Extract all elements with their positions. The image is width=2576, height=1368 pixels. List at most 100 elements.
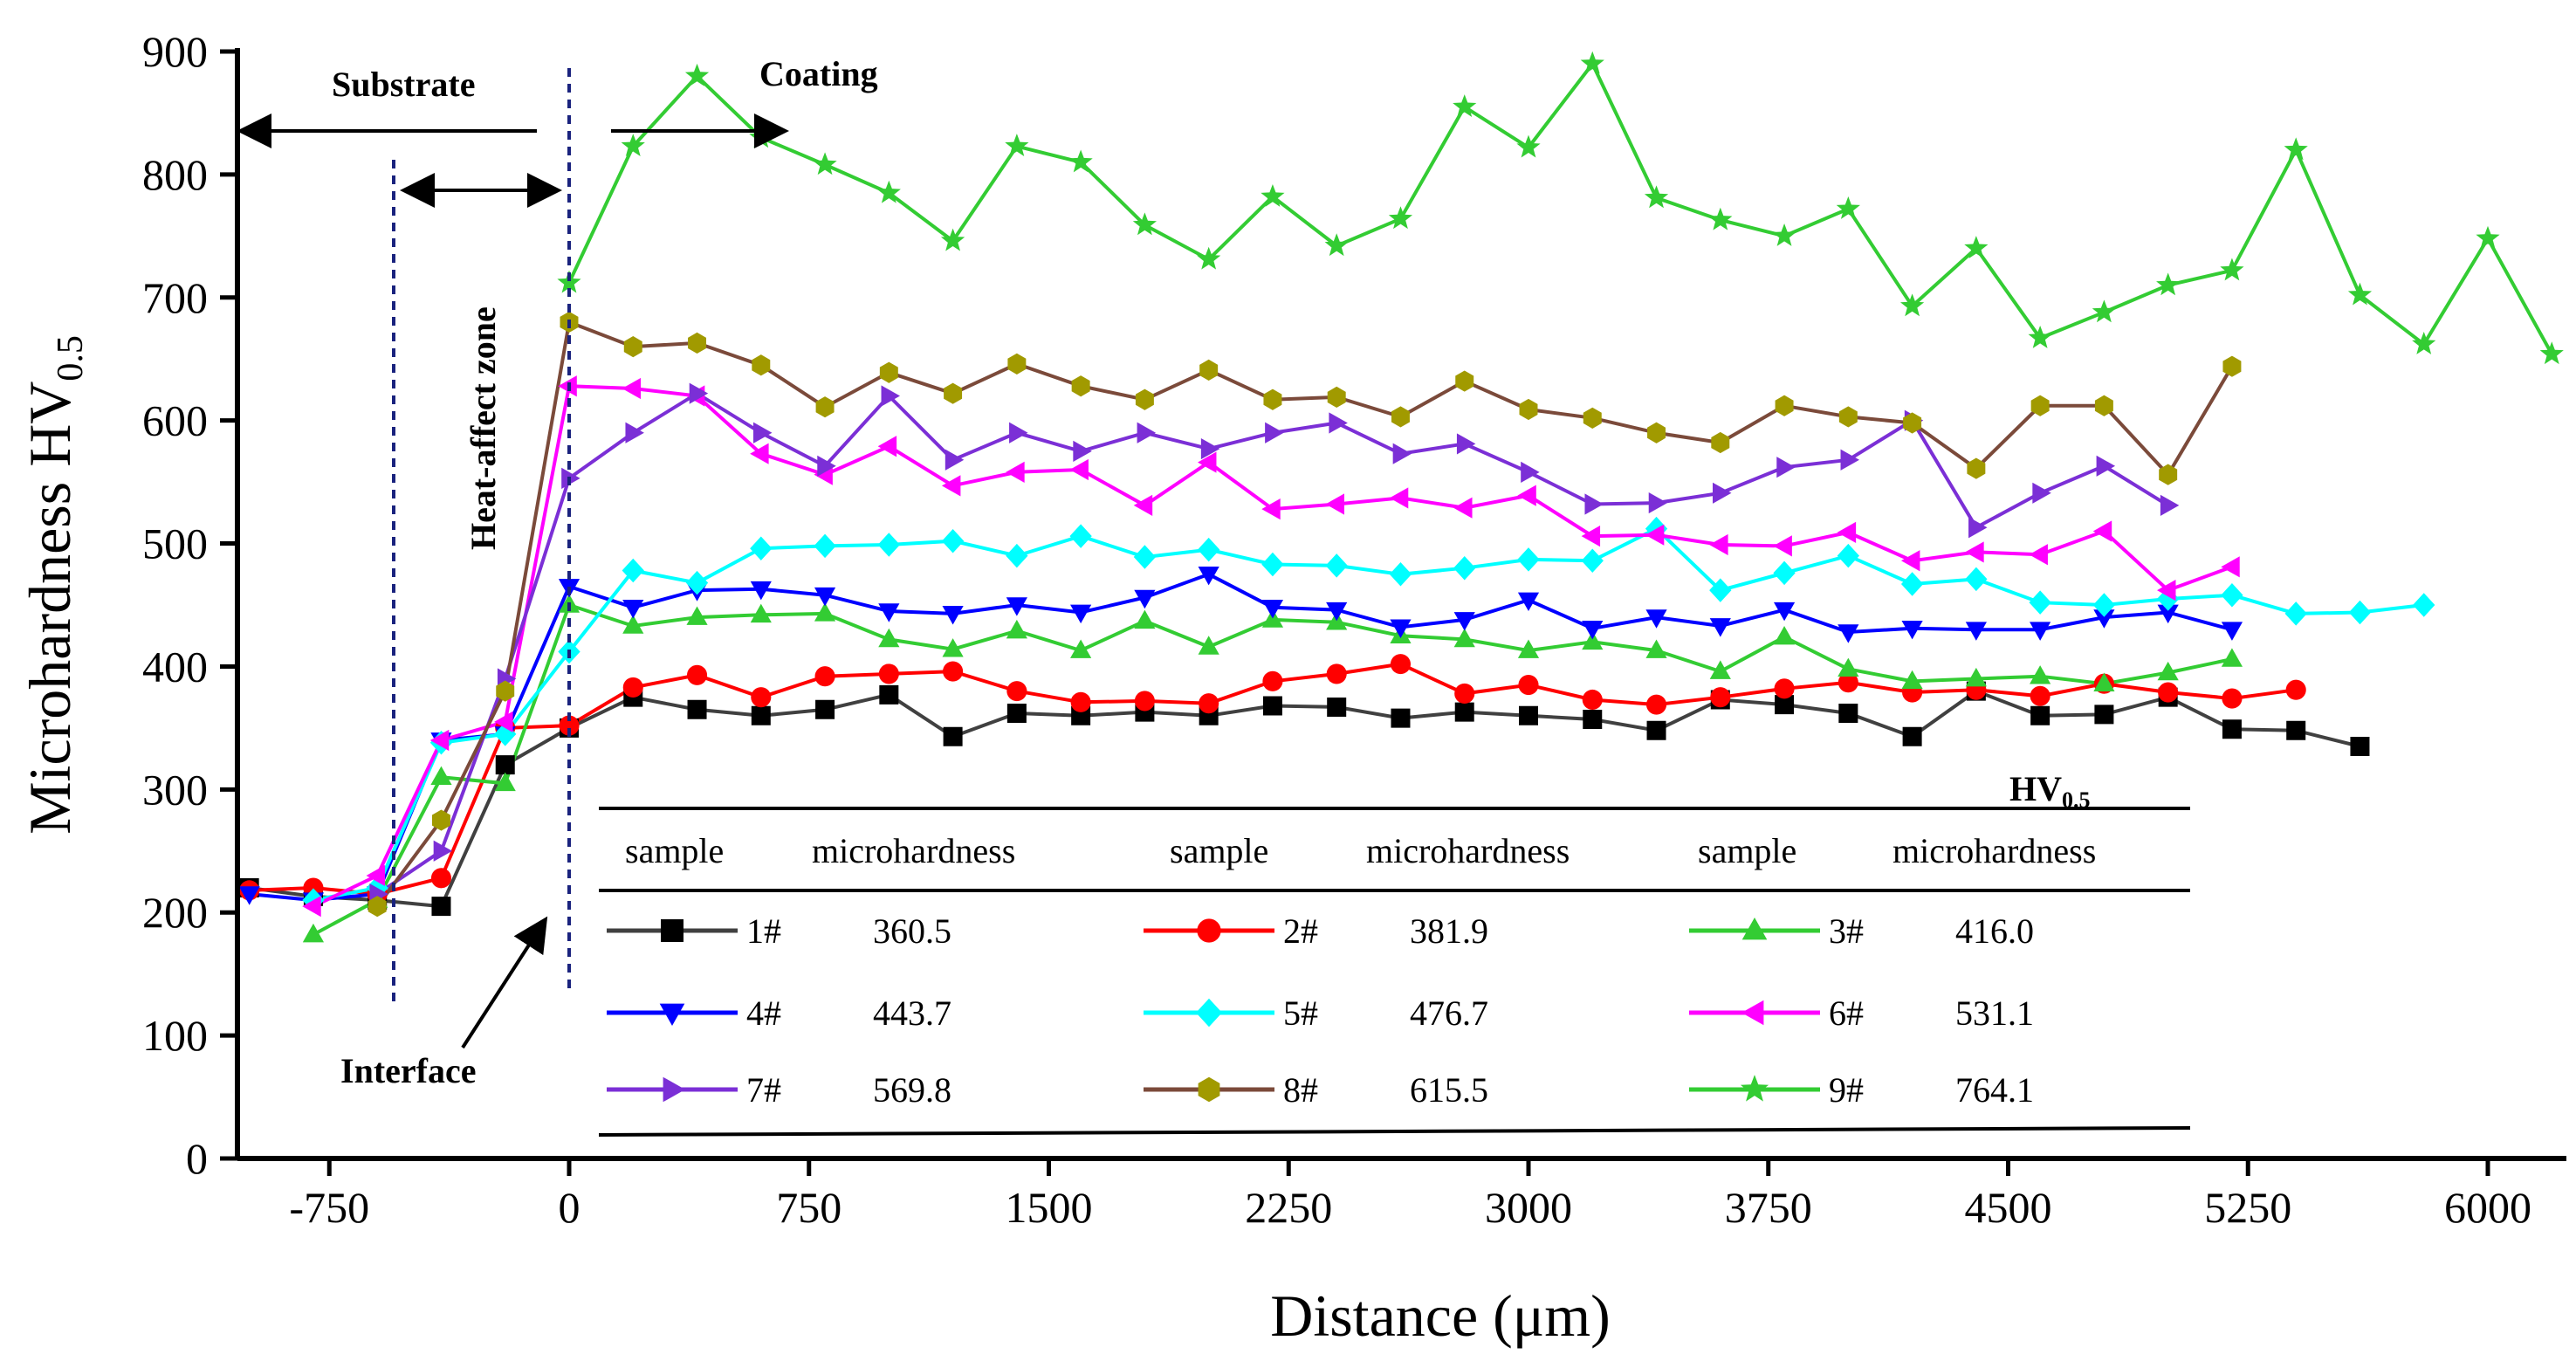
- coating-label: Coating: [759, 54, 878, 93]
- data-point-s2-9: [751, 687, 772, 708]
- data-point-s7-8: [817, 455, 836, 477]
- data-point-s5-6: [622, 558, 644, 583]
- data-point-s3-21: [1582, 630, 1604, 650]
- data-point-s7-16: [1329, 412, 1348, 434]
- data-point-s5-18: [1389, 562, 1412, 587]
- data-point-s3-8: [750, 603, 772, 623]
- data-point-s4-14: [1070, 604, 1092, 624]
- data-point-s2-11: [878, 663, 899, 684]
- data-point-s6-31: [2221, 556, 2240, 578]
- y-tick-label: 700: [142, 273, 208, 322]
- legend-sample-6: 6#: [1829, 993, 1864, 1033]
- data-point-s5-32: [2284, 602, 2307, 626]
- data-point-s2-33: [2285, 679, 2306, 700]
- data-point-s6-20: [1517, 485, 1536, 506]
- data-point-s9-27: [2220, 258, 2244, 281]
- data-point-s8-19: [1519, 398, 1538, 421]
- data-point-s1-5: [495, 755, 515, 775]
- legend-value-1: 360.5: [873, 911, 951, 951]
- data-point-s3-31: [2221, 648, 2243, 667]
- data-point-s8-12: [1071, 375, 1090, 397]
- data-point-s3-22: [1645, 639, 1667, 658]
- data-point-s9-13: [1324, 233, 1349, 257]
- y-axis-title-main: Microhardness HV: [17, 382, 83, 835]
- data-point-s5-16: [1261, 552, 1284, 577]
- data-point-s1-34: [2350, 737, 2370, 757]
- data-point-s8-17: [1391, 406, 1410, 428]
- y-tick-label: 200: [142, 888, 208, 937]
- data-point-s8-28: [2094, 395, 2113, 416]
- data-point-s6-30: [2157, 579, 2176, 602]
- data-point-s6-25: [1837, 521, 1857, 543]
- data-point-s8-6: [688, 332, 707, 354]
- legend-sample-5: 5#: [1283, 993, 1318, 1033]
- series-line-1: [249, 689, 2360, 909]
- legend-value-6: 531.1: [1955, 993, 2034, 1033]
- legend-value-5: 476.7: [1410, 993, 1488, 1033]
- data-point-s9-1: [557, 270, 581, 293]
- data-point-s7-7: [753, 422, 773, 443]
- data-point-s5-28: [2029, 590, 2051, 615]
- data-point-s4-13: [1006, 597, 1027, 616]
- data-point-s4-20: [1453, 612, 1475, 631]
- data-point-s6-21: [1581, 526, 1601, 547]
- x-tick-label: 6000: [2444, 1183, 2531, 1232]
- data-point-s4-27: [1901, 620, 1923, 640]
- x-tick-label: 1500: [1006, 1183, 1093, 1232]
- data-point-s2-22: [1582, 689, 1603, 711]
- data-point-s9-6: [876, 180, 901, 203]
- data-point-s9-18: [1644, 185, 1669, 209]
- data-point-s9-11: [1197, 246, 1221, 270]
- data-point-s5-11: [941, 528, 965, 553]
- data-point-s4-32: [2221, 622, 2243, 641]
- data-point-s9-3: [684, 63, 710, 86]
- data-point-s3-9: [814, 602, 836, 622]
- data-point-s3-6: [622, 615, 644, 634]
- data-point-s1-11: [879, 684, 899, 705]
- data-point-s4-1: [238, 886, 260, 905]
- data-point-s1-21: [1519, 705, 1538, 725]
- data-point-s6-15: [1198, 451, 1217, 473]
- data-point-s4-12: [942, 606, 964, 625]
- data-point-s7-9: [881, 385, 900, 407]
- data-point-s6-6: [622, 377, 642, 400]
- data-point-s9-16: [1516, 134, 1541, 158]
- legend-header-microhardness-3: microhardness: [1893, 831, 2096, 870]
- data-point-s7-11: [1009, 422, 1028, 443]
- data-point-s1-22: [1583, 710, 1603, 730]
- y-tick-label: 300: [142, 765, 208, 814]
- data-point-s5-10: [877, 533, 900, 557]
- interface-label: Interface: [340, 1051, 476, 1090]
- data-point-s8-9: [879, 361, 898, 383]
- data-point-s7-22: [1713, 482, 1732, 504]
- data-point-s4-18: [1326, 602, 1348, 622]
- legend-marker-9: [1740, 1075, 1769, 1102]
- data-point-s6-24: [1773, 535, 1792, 557]
- data-point-s1-30: [2094, 705, 2114, 725]
- data-point-s7-12: [1073, 440, 1092, 462]
- x-tick-label: 750: [776, 1183, 841, 1232]
- legend-value-7: 569.8: [873, 1070, 951, 1110]
- data-point-s4-31: [2157, 604, 2179, 624]
- substrate-label: Substrate: [332, 65, 475, 104]
- series-line-5: [313, 526, 2424, 903]
- data-point-s4-11: [878, 603, 900, 622]
- data-point-s2-24: [1710, 687, 1731, 708]
- y-tick-label: 100: [142, 1011, 208, 1060]
- x-tick-label: 4500: [1965, 1183, 2052, 1232]
- data-point-s2-32: [2222, 688, 2243, 709]
- legend-table: HV0.5 sample microhardness sample microh…: [598, 769, 2196, 1137]
- data-point-s7-2: [433, 840, 453, 862]
- legend-header-sample-2: sample: [1170, 831, 1268, 870]
- data-point-s9-23: [1964, 236, 1989, 258]
- data-point-s3-27: [1965, 667, 1987, 687]
- x-tick-label: 2250: [1245, 1183, 1332, 1232]
- data-point-s5-34: [2413, 593, 2435, 617]
- legend-marker-2: [1197, 918, 1221, 943]
- data-point-s2-13: [1006, 681, 1027, 702]
- data-point-s6-12: [1006, 461, 1025, 483]
- data-point-s4-24: [1709, 618, 1731, 637]
- legend-sample-4: 4#: [746, 993, 781, 1033]
- data-point-s8-13: [1135, 388, 1154, 410]
